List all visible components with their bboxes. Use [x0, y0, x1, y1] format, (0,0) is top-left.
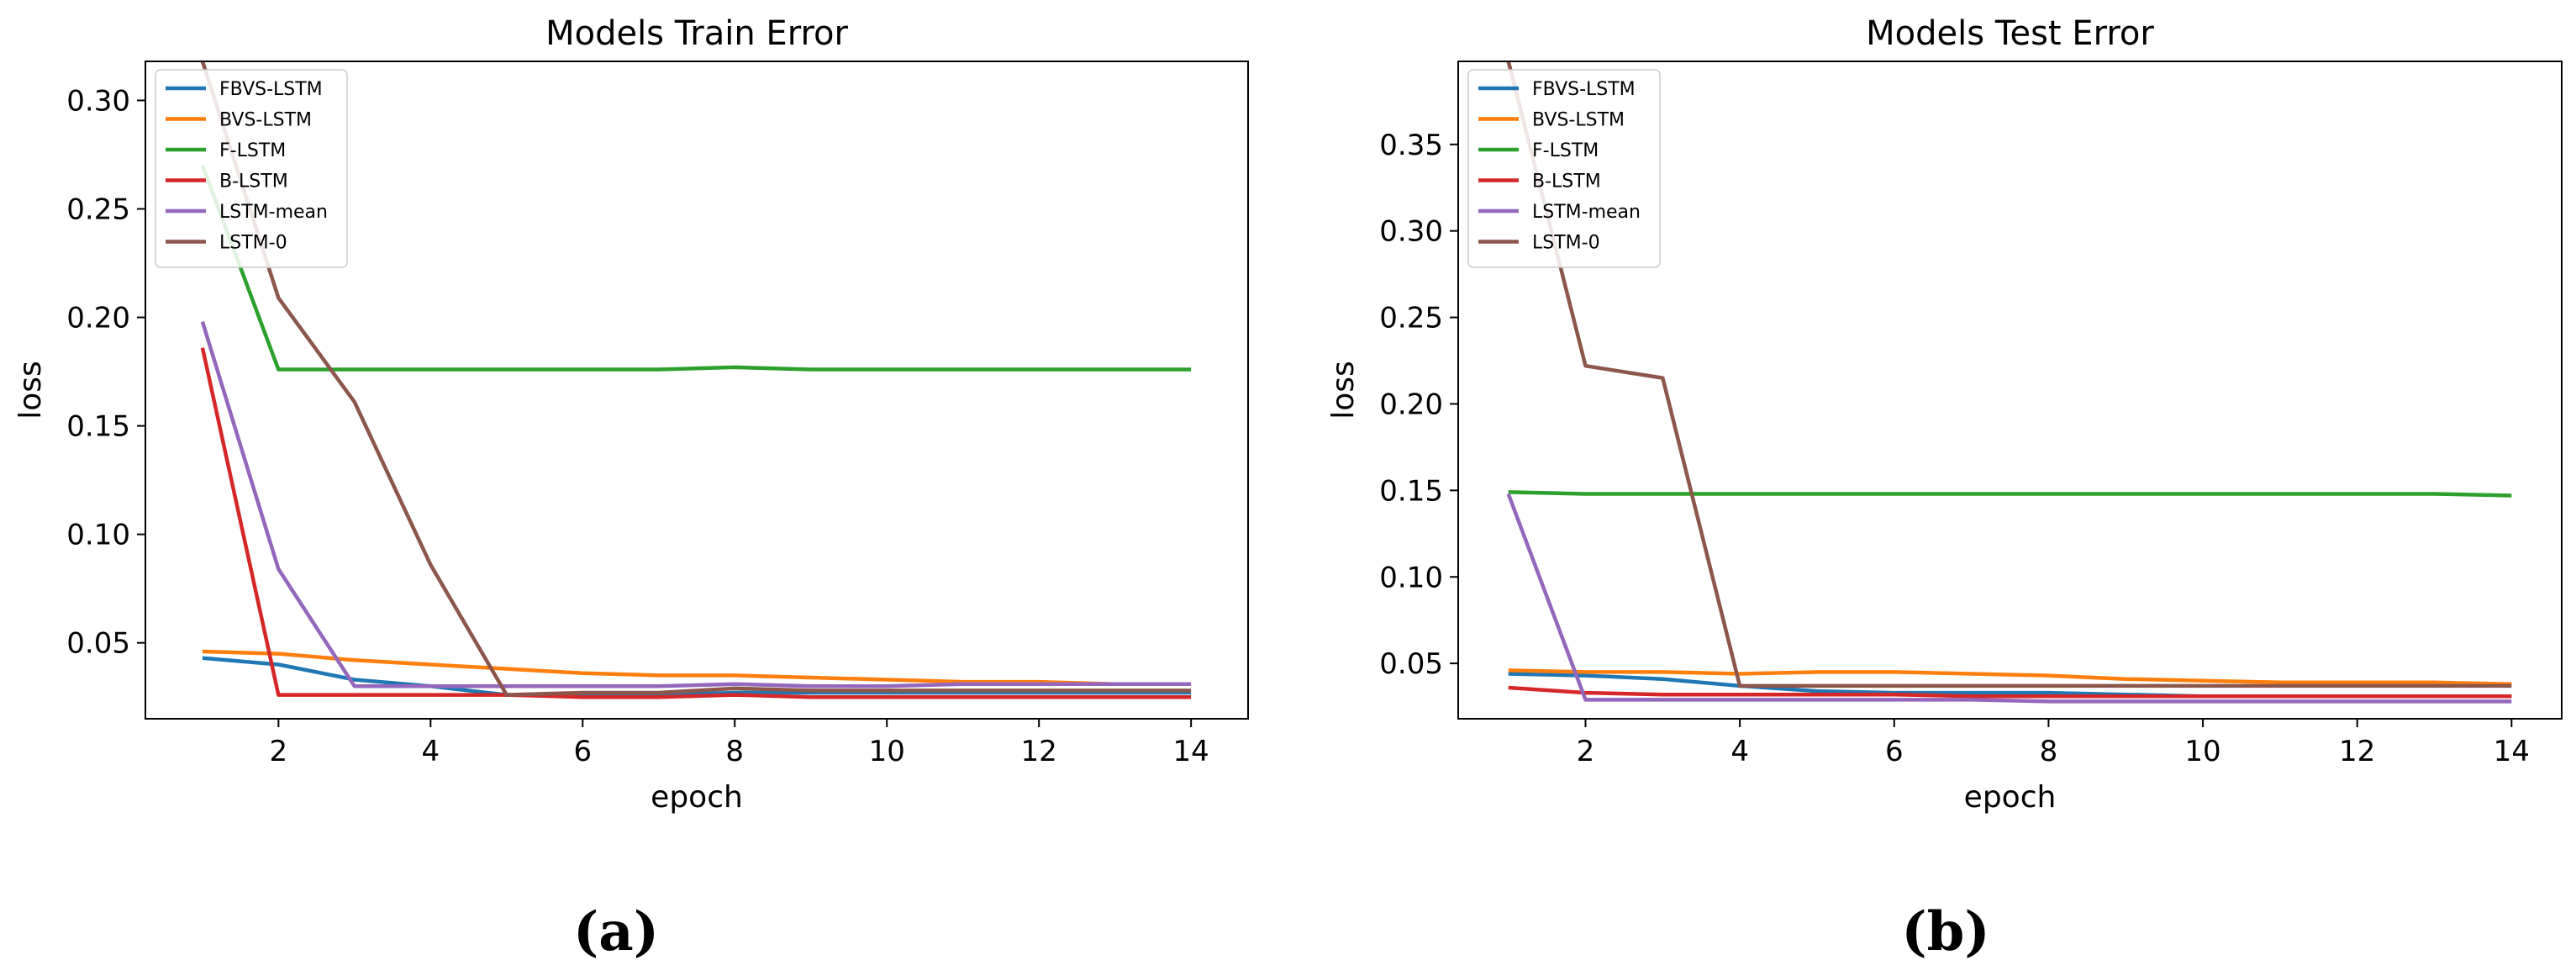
x-tick-label: 2 — [270, 735, 288, 768]
y-tick-label: 0.10 — [66, 519, 130, 552]
axes-frame — [145, 61, 1249, 720]
chart-title: Models Train Error — [545, 14, 848, 53]
legend-label: LSTM-0 — [219, 233, 287, 254]
y-tick-label: 0.10 — [1379, 561, 1443, 594]
series-line-lstm-0 — [1506, 61, 2512, 688]
legend-label: FBVS-LSTM — [219, 79, 323, 100]
series-line-lstm-mean — [1506, 493, 2512, 704]
x-tick-label: 14 — [2494, 735, 2530, 768]
x-tick-label: 12 — [2339, 735, 2375, 768]
y-tick-label: 0.15 — [1379, 474, 1443, 508]
chart-panel-b: Models Test Error 2 4 6 8 10 12 14 0.05 0.10 0.15 0… — [1326, 14, 2563, 963]
series-line-f-lstm — [1508, 490, 2512, 498]
legend-label: FBVS-LSTM — [1532, 79, 1636, 100]
x-tick-label: 10 — [2184, 735, 2220, 768]
x-tick-label: 4 — [1731, 735, 1749, 768]
series-line-lstm-mean — [200, 321, 1192, 688]
y-tick-label: 0.15 — [66, 410, 130, 444]
subfigure-label: (b) — [1901, 900, 1989, 963]
legend-label: LSTM-mean — [219, 202, 328, 223]
chart-title: Models Test Error — [1866, 14, 2154, 53]
axes-frame — [1457, 61, 2563, 720]
y-tick-label: 0.30 — [1379, 215, 1443, 249]
legend: FBVS-LSTM BVS-LSTM F-LSTM B-LSTM LSTM-mean LS… — [1467, 69, 1661, 268]
x-tick-label: 4 — [421, 735, 440, 768]
series-line-b-lstm — [200, 347, 1192, 699]
y-axis-label: loss — [1326, 361, 1361, 419]
x-tick-label: 6 — [573, 735, 592, 768]
legend-label: F-LSTM — [219, 140, 286, 161]
series-line-bvs-lstm — [1508, 668, 2512, 687]
legend: FBVS-LSTM BVS-LSTM F-LSTM B-LSTM LSTM-mean LS… — [155, 69, 348, 268]
x-axis-label: epoch — [1964, 780, 2057, 815]
series-line-b-lstm — [1508, 685, 2512, 699]
y-tick-label: 0.20 — [66, 302, 130, 335]
series-lines — [1506, 61, 2512, 704]
y-tick-label: 0.20 — [1379, 388, 1443, 421]
legend-label: BVS-LSTM — [1532, 110, 1625, 131]
legend-label: B-LSTM — [219, 171, 288, 193]
x-axis-label: epoch — [651, 780, 743, 815]
chart-panel-a: Models Train Error 2 4 6 8 10 12 14 0.05 0.10 0.15… — [13, 14, 1249, 963]
legend-label: LSTM-mean — [1532, 202, 1641, 223]
legend-label: BVS-LSTM — [219, 110, 312, 131]
x-tick-label: 6 — [1885, 735, 1904, 768]
x-tick-label: 14 — [1173, 735, 1209, 768]
series-lines — [200, 61, 1192, 699]
y-tick-label: 0.05 — [1379, 647, 1443, 681]
y-axis-label: loss — [13, 361, 48, 419]
legend-label: LSTM-0 — [1532, 233, 1600, 254]
x-tick-label: 8 — [2040, 735, 2058, 768]
subfigure-label: (a) — [573, 900, 659, 963]
y-tick-label: 0.05 — [66, 627, 130, 661]
y-tick-label: 0.25 — [66, 193, 130, 226]
series-line-lstm-0 — [200, 61, 1192, 697]
series-line-f-lstm — [200, 165, 1192, 372]
series-line-fbvs-lstm — [202, 656, 1192, 697]
x-tick-label: 2 — [1577, 735, 1595, 768]
x-tick-label: 8 — [725, 735, 744, 768]
y-tick-label: 0.30 — [66, 84, 130, 118]
legend-label: B-LSTM — [1532, 171, 1601, 193]
x-tick-label: 12 — [1021, 735, 1057, 768]
series-line-bvs-lstm — [202, 649, 1192, 686]
y-tick-label: 0.35 — [1379, 129, 1443, 162]
x-tick-label: 10 — [869, 735, 905, 768]
legend-label: F-LSTM — [1532, 140, 1599, 161]
y-tick-label: 0.25 — [1379, 302, 1443, 335]
